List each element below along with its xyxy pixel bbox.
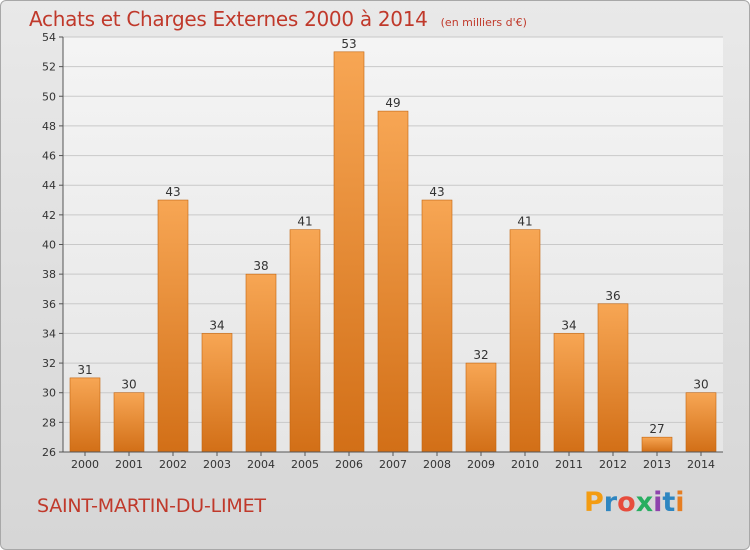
- bar: [509, 229, 541, 453]
- bar: [685, 392, 717, 453]
- proxiti-logo[interactable]: Proxiti: [584, 487, 685, 518]
- y-tick-label: 28: [42, 416, 56, 429]
- data-label: 43: [165, 185, 180, 199]
- data-label: 34: [561, 318, 576, 332]
- data-label: 30: [693, 378, 708, 392]
- y-tick-label: 48: [42, 120, 56, 133]
- y-tick-label: 44: [42, 179, 56, 192]
- bar: [465, 362, 497, 453]
- y-tick-label: 34: [42, 327, 56, 340]
- y-tick-label: 36: [42, 298, 56, 311]
- x-tick-label: 2000: [71, 458, 99, 471]
- bar: [377, 110, 409, 453]
- y-tick-label: 40: [42, 239, 56, 252]
- logo-letter: x: [635, 487, 654, 518]
- x-tick-label: 2010: [511, 458, 539, 471]
- location-label: SAINT-MARTIN-DU-LIMET: [37, 495, 266, 517]
- x-tick-label: 2004: [247, 458, 275, 471]
- x-tick-label: 2009: [467, 458, 495, 471]
- data-label: 53: [341, 37, 356, 51]
- bar: [641, 436, 673, 453]
- logo-letter: i: [675, 487, 685, 518]
- bar: [333, 51, 365, 453]
- x-tick-label: 2014: [687, 458, 715, 471]
- data-label: 41: [297, 215, 312, 229]
- x-tick-label: 2007: [379, 458, 407, 471]
- x-tick-label: 2003: [203, 458, 231, 471]
- data-label: 31: [77, 363, 92, 377]
- y-tick-label: 26: [42, 446, 56, 459]
- logo-letter: o: [617, 487, 636, 518]
- chart-title: Achats et Charges Externes 2000 à 2014: [29, 7, 428, 31]
- bar: [421, 199, 453, 453]
- data-label: 41: [517, 215, 532, 229]
- title-row: Achats et Charges Externes 2000 à 2014 (…: [29, 7, 527, 31]
- data-label: 32: [473, 348, 488, 362]
- y-tick-label: 52: [42, 61, 56, 74]
- x-tick-label: 2005: [291, 458, 319, 471]
- x-tick-label: 2013: [643, 458, 671, 471]
- y-tick-label: 54: [42, 31, 56, 44]
- bar: [69, 377, 101, 453]
- data-label: 34: [209, 318, 224, 332]
- bar: [113, 392, 145, 453]
- bar: [245, 273, 277, 453]
- x-tick-label: 2006: [335, 458, 363, 471]
- chart-subtitle: (en milliers d'€): [440, 16, 527, 29]
- data-label: 36: [605, 289, 620, 303]
- y-tick-label: 30: [42, 387, 56, 400]
- bar: [289, 229, 321, 453]
- y-tick-label: 46: [42, 150, 56, 163]
- logo-letter: t: [662, 487, 676, 518]
- y-tick-label: 38: [42, 268, 56, 281]
- x-tick-label: 2001: [115, 458, 143, 471]
- y-tick-label: 32: [42, 357, 56, 370]
- bar: [553, 333, 585, 453]
- logo-letter: r: [603, 487, 618, 518]
- axis-layer: 26 28 30 32 34 36 38 40 42 44 46 48 50 52 54 2000 2001 20…: [42, 31, 723, 471]
- data-label: 27: [649, 422, 664, 436]
- data-label: 30: [121, 378, 136, 392]
- bar: [597, 303, 629, 453]
- data-label: 43: [429, 185, 444, 199]
- x-tick-label: 2012: [599, 458, 627, 471]
- logo-letter: i: [653, 487, 663, 518]
- x-tick-label: 2008: [423, 458, 451, 471]
- logo-letter: P: [584, 487, 604, 518]
- x-tick-label: 2011: [555, 458, 583, 471]
- bar: [201, 333, 233, 453]
- y-tick-label: 42: [42, 209, 56, 222]
- data-label: 49: [385, 96, 400, 110]
- bars-layer: 31 30 43 34 38 41 53 49 43 32 41 34 36 27 30: [69, 37, 717, 453]
- x-tick-label: 2002: [159, 458, 187, 471]
- data-label: 38: [253, 259, 268, 273]
- y-tick-label: 50: [42, 90, 56, 103]
- bar: [157, 199, 189, 453]
